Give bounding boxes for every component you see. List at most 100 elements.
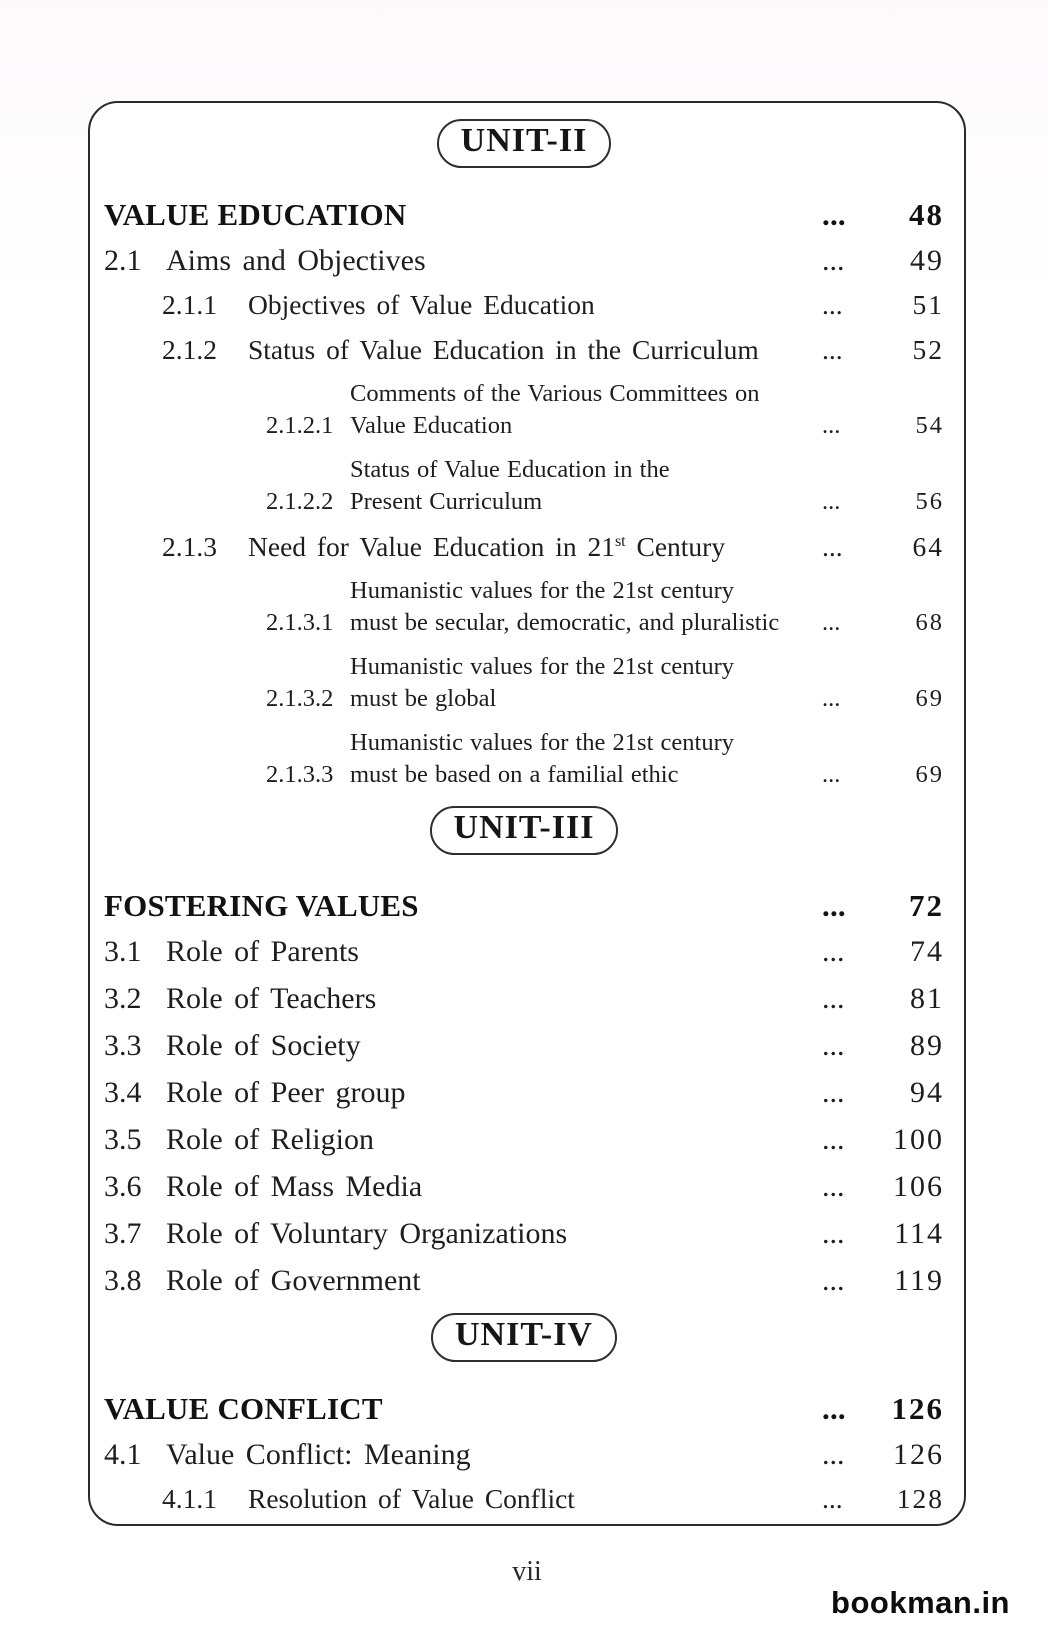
toc-entry-title: Comments of the Various Committees on Val… <box>350 380 760 439</box>
toc-entry: 2.1.2.2 Status of Value Education in the P… <box>266 454 944 517</box>
toc-entry-number: 2.1.3.1 <box>266 608 334 636</box>
toc-section-unit-3: UNIT-III FOSTERING VALUES... 72 3.1 Role of… <box>104 806 944 1299</box>
toc-entry-number: 2.1.2.1 <box>266 411 334 439</box>
dot-leader: ... <box>822 888 846 923</box>
unit-badge: UNIT-II <box>436 119 612 168</box>
toc-entry-number: 4.1.1 <box>162 1483 217 1514</box>
toc-entry-title: Status of Value Education in the Present … <box>350 456 670 515</box>
toc-entry-title: Role of Teachers <box>166 982 377 1015</box>
toc-entry: 3.5 Role of Religion... 100 <box>104 1122 944 1158</box>
toc-entry: 2.1.1 Objectives of Value Education... 51 <box>162 288 944 322</box>
toc-entry: 2.1 Aims and Objectives... 49 <box>104 243 944 279</box>
toc-entry-page: 81 <box>910 982 944 1015</box>
dot-leader: ... <box>822 197 846 232</box>
toc-entry-page: 56 <box>915 487 944 515</box>
unit-badge: UNIT-III <box>429 806 619 855</box>
site-watermark: bookman.in <box>831 1585 1010 1620</box>
ordinal-superscript: st <box>614 532 626 550</box>
toc-entry: VALUE CONFLICT... 126 <box>104 1390 944 1428</box>
toc-entry: 2.1.3.2 Humanistic values for the 21st ce… <box>266 651 944 714</box>
dot-leader: ... <box>822 411 841 439</box>
toc-entry-page: 54 <box>915 411 944 439</box>
toc-entry-title: Need for Value Education in 21st Century <box>248 531 726 562</box>
dot-leader: ... <box>822 487 841 515</box>
toc-entry-number: 2.1.2.2 <box>266 487 334 515</box>
toc-entry-page: 51 <box>912 289 944 320</box>
toc-entry-number: 2.1.2 <box>162 334 217 365</box>
toc-entry-number: 2.1.3.3 <box>266 760 334 788</box>
toc-entry: 2.1.2.1 Comments of the Various Committee… <box>266 378 944 441</box>
toc-entry-page: 69 <box>915 760 944 788</box>
toc-entry: 4.1.1 Resolution of Value Conflict... 128 <box>162 1482 944 1516</box>
dot-leader: ... <box>822 1170 845 1203</box>
toc-entry-number: 3.3 <box>104 1029 142 1062</box>
toc-entry-page: 100 <box>893 1123 944 1156</box>
toc-entry-title: VALUE CONFLICT <box>104 1391 383 1426</box>
toc-entry: 2.1.3.3 Humanistic values for the 21st ce… <box>266 727 944 790</box>
toc-entry: 2.1.3 Need for Value Education in 21st Ce… <box>162 530 944 564</box>
toc-entry-title: Role of Religion <box>166 1123 374 1156</box>
toc-entry-title: Resolution of Value Conflict <box>248 1483 575 1514</box>
dot-leader: ... <box>822 244 845 277</box>
page-number: vii <box>512 1556 542 1587</box>
toc-entry: 3.4 Role of Peer group... 94 <box>104 1075 944 1111</box>
toc-entry-number: 4.1 <box>104 1438 142 1471</box>
toc-entry-number: 3.1 <box>104 935 142 968</box>
toc-entry-page: 94 <box>910 1076 944 1109</box>
toc-entry-title: FOSTERING VALUES <box>104 888 419 923</box>
toc-entry: 3.1 Role of Parents... 74 <box>104 934 944 970</box>
toc-entry-page: 106 <box>893 1170 944 1203</box>
toc-entry-title: Role of Parents <box>166 935 359 968</box>
toc-section-unit-4: UNIT-IV VALUE CONFLICT... 126 4.1 Value Con… <box>104 1313 944 1516</box>
toc-entry-title: Role of Voluntary Organizations <box>166 1217 568 1250</box>
toc-entry-number: 2.1.1 <box>162 289 217 320</box>
toc-entry-page: 48 <box>909 197 944 232</box>
toc-entry-page: 119 <box>894 1264 944 1297</box>
dot-leader: ... <box>822 1391 846 1426</box>
toc-rows: VALUE EDUCATION... 48 2.1 Aims and Objectiv… <box>104 196 944 790</box>
toc-entry-title: Role of Mass Media <box>166 1170 423 1203</box>
toc-panel: UNIT-II VALUE EDUCATION... 48 2.1 Aims and … <box>88 101 966 1526</box>
dot-leader: ... <box>822 1029 845 1062</box>
dot-leader: ... <box>822 935 845 968</box>
toc-entry: 3.6 Role of Mass Media... 106 <box>104 1169 944 1205</box>
toc-entry-title: Role of Society <box>166 1029 361 1062</box>
dot-leader: ... <box>822 1264 845 1297</box>
toc-entry: 2.1.2 Status of Value Education in the Cu… <box>162 333 944 367</box>
toc-entry-title: Role of Peer group <box>166 1076 406 1109</box>
toc-entry-page: 49 <box>910 244 944 277</box>
toc-rows: FOSTERING VALUES... 72 3.1 Role of Parents.… <box>104 887 944 1299</box>
toc-entry: 4.1 Value Conflict: Meaning... 126 <box>104 1437 944 1473</box>
toc-entry-page: 128 <box>896 1483 944 1514</box>
toc-entry-page: 52 <box>912 334 944 365</box>
toc-entry-page: 74 <box>910 935 944 968</box>
toc-entry-number: 2.1.3.2 <box>266 684 334 712</box>
toc-entry-title: Humanistic values for the 21st century mu… <box>350 653 734 712</box>
toc-entry-page: 68 <box>915 608 944 636</box>
toc-entry: 3.7 Role of Voluntary Organizations... 114 <box>104 1216 944 1252</box>
toc-entry-page: 64 <box>912 531 944 562</box>
toc-entry-title: Value Conflict: Meaning <box>166 1438 471 1471</box>
dot-leader: ... <box>822 684 841 712</box>
dot-leader: ... <box>822 1438 845 1471</box>
dot-leader: ... <box>822 289 843 320</box>
toc-entry-page: 126 <box>893 1438 944 1471</box>
toc-entry-title: Aims and Objectives <box>166 244 426 277</box>
toc-entry-title: Objectives of Value Education <box>248 289 595 320</box>
toc-entry-page: 114 <box>894 1217 944 1250</box>
toc-entry-page: 72 <box>909 888 944 923</box>
toc-entry-title: VALUE EDUCATION <box>104 197 407 232</box>
toc-entry-page: 126 <box>891 1391 944 1426</box>
toc-entry-page: 89 <box>910 1029 944 1062</box>
toc-entry-number: 3.5 <box>104 1123 142 1156</box>
toc-entry-title: Role of Government <box>166 1264 421 1297</box>
toc-section-unit-2: UNIT-II VALUE EDUCATION... 48 2.1 Aims and … <box>104 119 944 790</box>
toc-entry-number: 3.7 <box>104 1217 142 1250</box>
dot-leader: ... <box>822 608 841 636</box>
unit-badge: UNIT-IV <box>430 1313 617 1362</box>
toc-entry: VALUE EDUCATION... 48 <box>104 196 944 234</box>
toc-entry: 3.8 Role of Government... 119 <box>104 1263 944 1299</box>
toc-entry-number: 2.1 <box>104 244 142 277</box>
toc-entry-number: 3.8 <box>104 1264 142 1297</box>
